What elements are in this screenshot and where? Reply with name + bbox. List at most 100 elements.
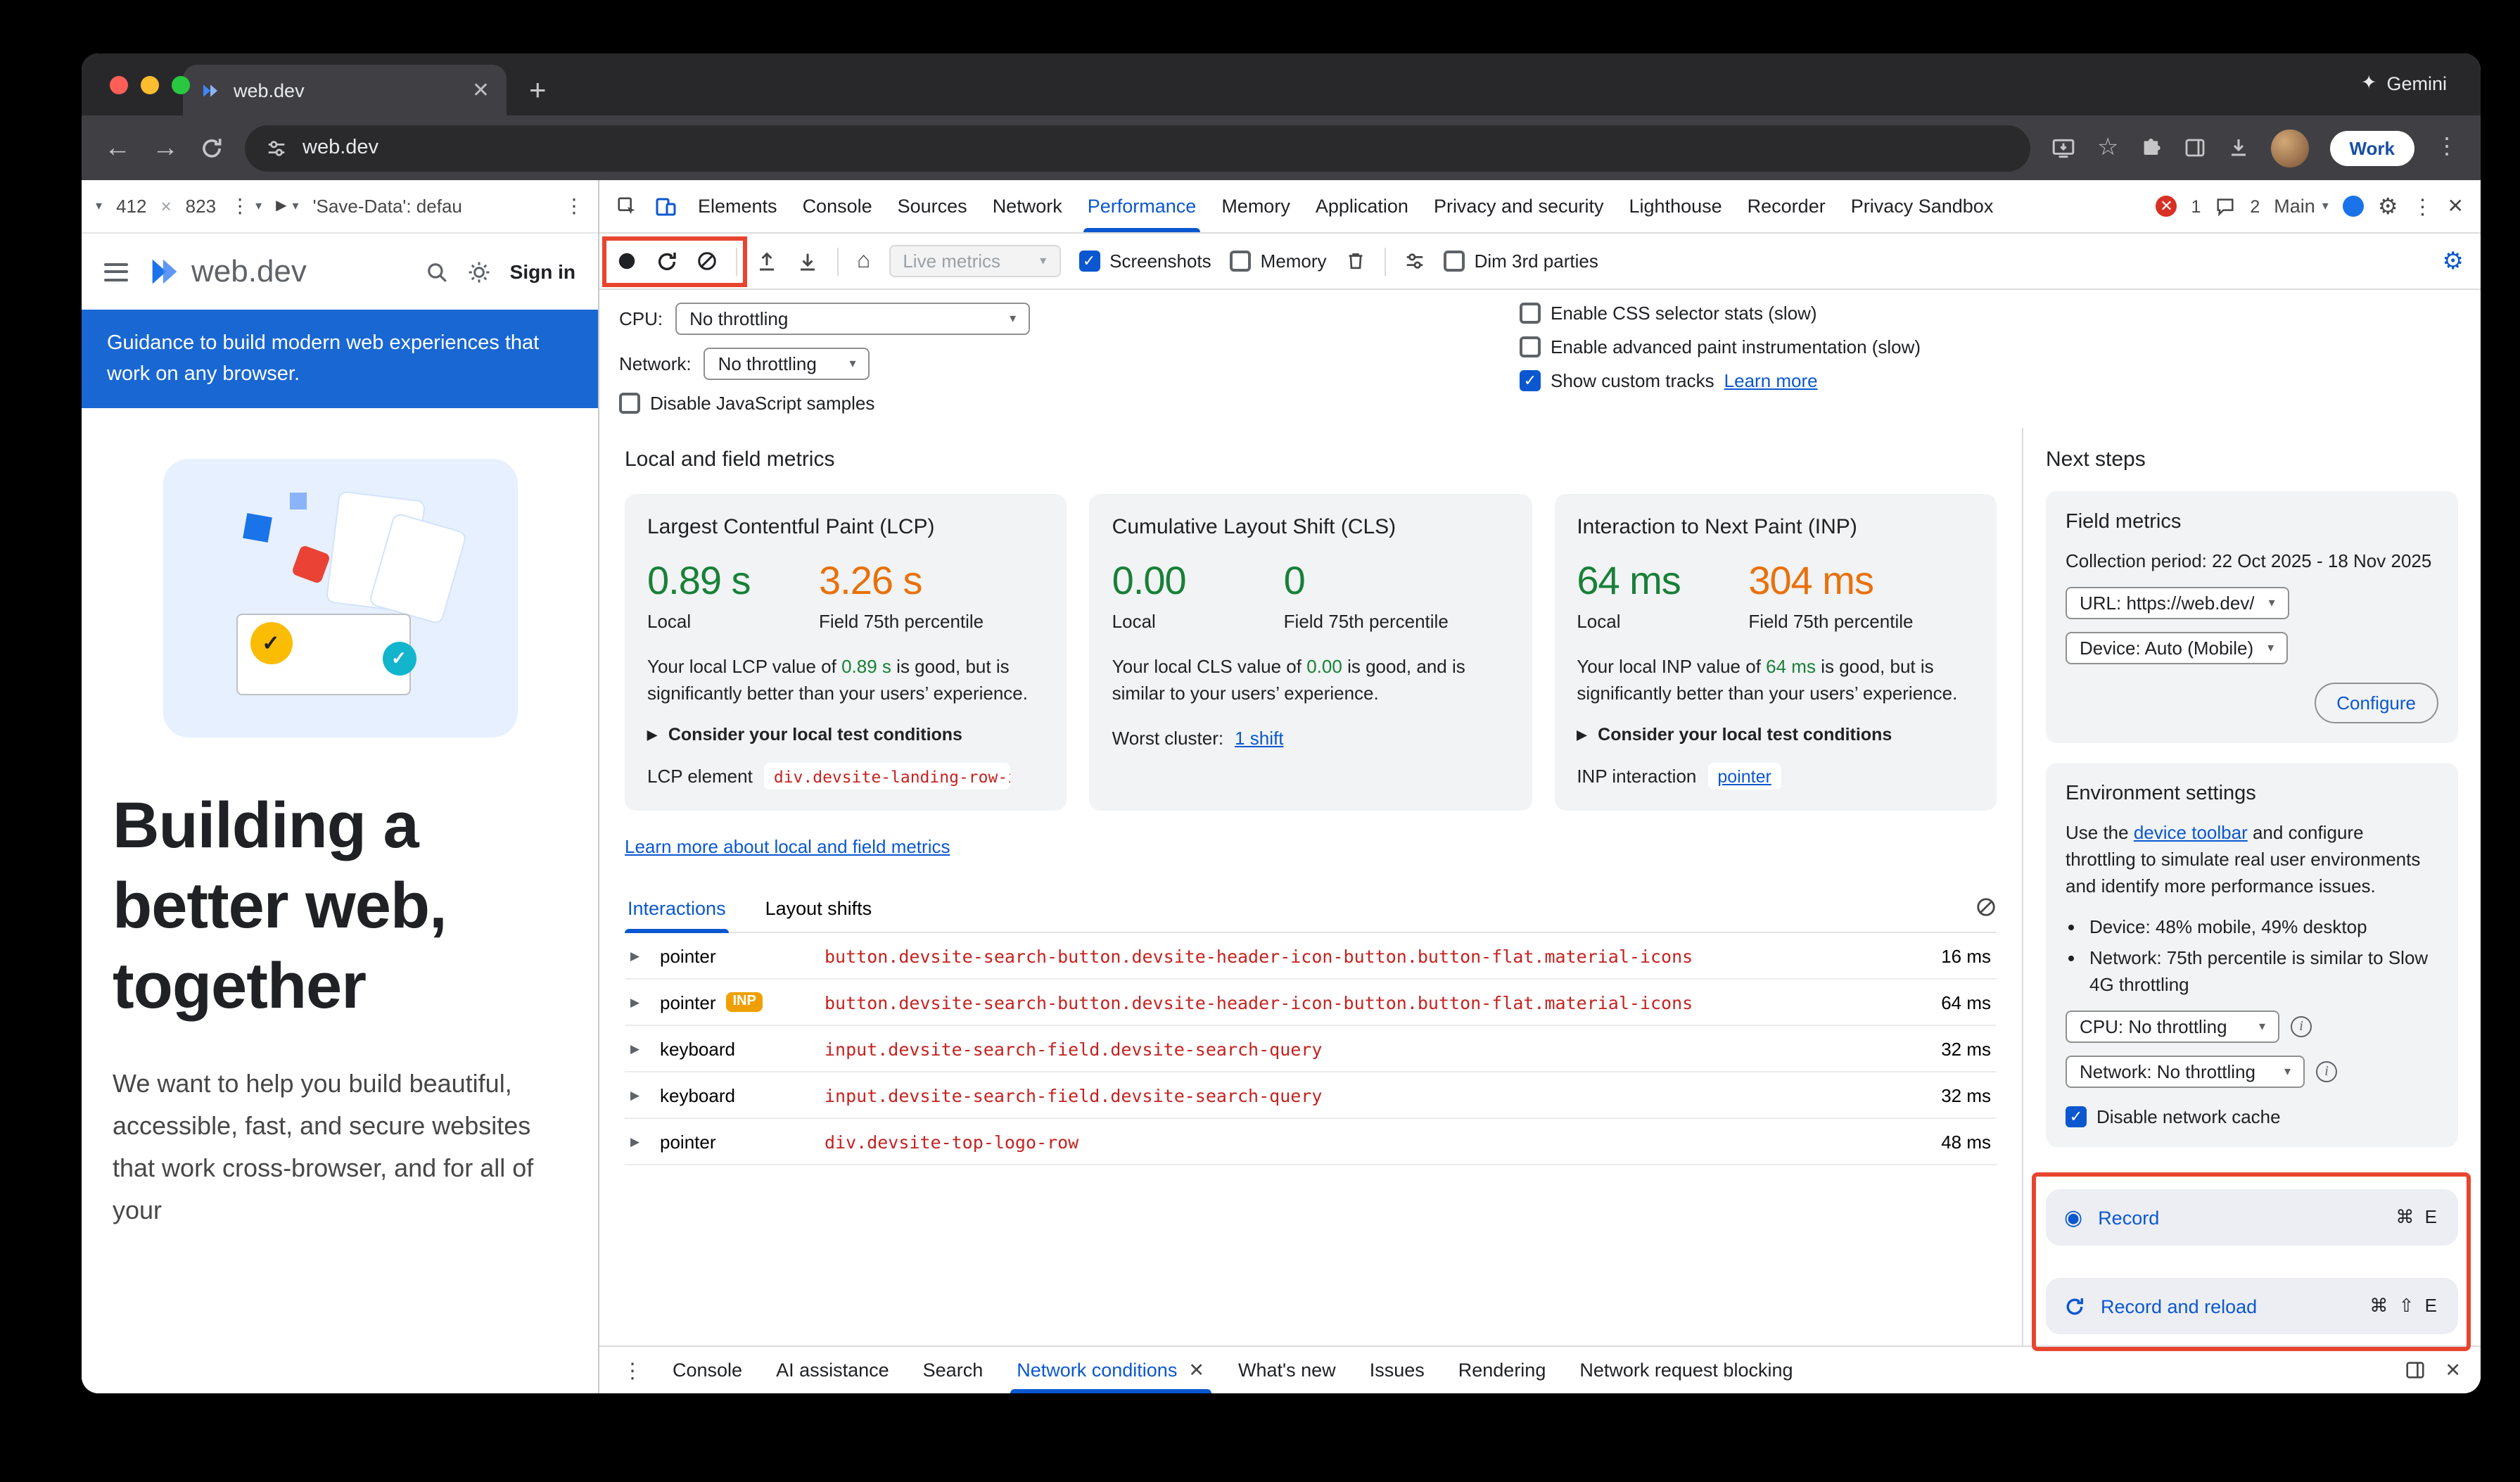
site-search-icon[interactable]	[426, 260, 450, 284]
profile-chip[interactable]: Work	[2329, 130, 2414, 165]
reload-icon[interactable]	[200, 136, 224, 160]
cpu-info-icon[interactable]: i	[2291, 1016, 2312, 1037]
sync-status-icon[interactable]	[2342, 196, 2364, 217]
device-toolbar-menu-icon[interactable]: ⋮	[564, 194, 584, 217]
devtools-tab-privacy[interactable]: Privacy and security	[1433, 196, 1604, 217]
devtools-tab-performance[interactable]: Performance	[1075, 180, 1209, 232]
issues-count[interactable]: 2	[2250, 196, 2260, 216]
interaction-target[interactable]: input.devsite-search-field.devsite-searc…	[825, 1038, 1323, 1059]
devtools-tab-network[interactable]: Network	[992, 196, 1062, 217]
device-toggle-icon[interactable]	[646, 195, 685, 217]
side-panel-icon[interactable]	[2183, 137, 2206, 159]
devtools-tab-memory[interactable]: Memory	[1221, 196, 1290, 217]
devtools-close-icon[interactable]: ✕	[2447, 194, 2464, 217]
row-expander-icon[interactable]: ▶	[630, 948, 640, 962]
browser-tab[interactable]: web.dev ✕	[183, 65, 507, 115]
memory-checkbox[interactable]: Memory	[1229, 251, 1327, 272]
upload-profile-icon[interactable]	[756, 250, 778, 272]
drawer-close-icon[interactable]: ✕	[2445, 1359, 2461, 1380]
devtools-menu-icon[interactable]: ⋮	[2412, 195, 2433, 219]
save-data-select[interactable]: 'Save-Data': defau	[312, 196, 462, 217]
worst-cluster-link[interactable]: 1 shift	[1235, 728, 1284, 749]
row-expander-icon[interactable]: ▶	[630, 1041, 640, 1055]
drawer-tab-network-conditions[interactable]: Network conditions ✕	[1001, 1347, 1220, 1393]
device-select-icon[interactable]: ▾	[96, 198, 103, 213]
drawer-tab-console[interactable]: Console	[673, 1360, 743, 1381]
toolbar-gear-icon[interactable]: ⚙	[2442, 247, 2464, 274]
row-expander-icon[interactable]: ▶	[630, 1134, 640, 1148]
drawer-tab-ai-assistance[interactable]: AI assistance	[776, 1360, 889, 1381]
throttle-select[interactable]: ▶ ▾	[276, 198, 299, 214]
forward-icon[interactable]: →	[152, 133, 179, 163]
issues-bubble-icon[interactable]	[2215, 196, 2236, 217]
sign-in-button[interactable]: Sign in	[509, 260, 575, 283]
live-metrics-select[interactable]: Live metrics ▾	[889, 245, 1061, 277]
interaction-target[interactable]: input.devsite-search-field.devsite-searc…	[825, 1084, 1323, 1106]
devtools-tab-application[interactable]: Application	[1315, 196, 1408, 217]
garbage-collect-icon[interactable]	[1345, 251, 1366, 272]
maximize-window-button[interactable]	[172, 76, 190, 94]
error-badge-icon[interactable]: ✕	[2156, 196, 2177, 217]
sidebar-network-select[interactable]: Network: No throttling ▾	[2066, 1056, 2305, 1088]
interaction-row[interactable]: ▶ keyboard input.devsite-search-field.de…	[625, 1072, 1997, 1119]
devtools-tab-lighthouse[interactable]: Lighthouse	[1629, 196, 1722, 217]
field-metrics-learn-more-link[interactable]: Learn more about local and field metrics	[625, 836, 950, 857]
device-height[interactable]: 823	[185, 196, 217, 217]
interaction-row[interactable]: ▶ pointer INP button.devsite-search-butto…	[625, 980, 1997, 1026]
close-window-button[interactable]	[110, 76, 128, 94]
install-icon[interactable]	[2052, 136, 2076, 160]
screenshots-checkbox[interactable]: ✓ Screenshots	[1078, 251, 1211, 272]
interaction-target[interactable]: div.devsite-top-logo-row	[825, 1131, 1079, 1152]
device-toolbar-link[interactable]: device toolbar	[2133, 822, 2248, 843]
live-metrics-home-icon[interactable]: ⌂	[857, 248, 871, 272]
interaction-row[interactable]: ▶ pointer div.devsite-top-logo-row 48 ms	[625, 1119, 1997, 1165]
site-logo[interactable]: web.dev	[146, 253, 307, 290]
minimize-window-button[interactable]	[141, 76, 159, 94]
capture-settings-icon[interactable]	[1404, 251, 1425, 272]
devtools-settings-icon[interactable]: ⚙	[2377, 195, 2398, 219]
drawer-tab-whats-new[interactable]: What's new	[1237, 1360, 1336, 1381]
dock-side-icon[interactable]	[2404, 1360, 2425, 1381]
disable-js-samples-checkbox[interactable]: Disable JavaScript samples	[619, 393, 1520, 414]
inspect-icon[interactable]	[608, 196, 646, 217]
theme-toggle-icon[interactable]	[468, 260, 492, 284]
interaction-row[interactable]: ▶ pointer button.devsite-search-button.d…	[625, 933, 1997, 980]
downloads-icon[interactable]	[2227, 137, 2249, 159]
download-profile-icon[interactable]	[796, 250, 819, 272]
avatar[interactable]	[2270, 129, 2309, 167]
tab-layout-shifts[interactable]: Layout shifts	[765, 898, 872, 919]
clear-log-icon[interactable]	[1975, 897, 1997, 923]
learn-more-link[interactable]: Learn more	[1724, 370, 1818, 391]
record-button[interactable]: ◉ Record ⌘ E	[2046, 1189, 2458, 1246]
back-icon[interactable]: ←	[104, 133, 131, 163]
device-select[interactable]: Device: Auto (Mobile) ▾	[2066, 632, 2289, 664]
drawer-tab-close-icon[interactable]: ✕	[1188, 1359, 1204, 1380]
paint-instrumentation-checkbox[interactable]: Enable advanced paint instrumentation (s…	[1520, 336, 1921, 357]
bookmark-star-icon[interactable]: ☆	[2096, 134, 2119, 160]
sidebar-cpu-select[interactable]: CPU: No throttling ▾	[2066, 1011, 2279, 1043]
new-tab-button[interactable]: +	[529, 75, 547, 107]
lcp-expand-row[interactable]: ▶ Consider your local test conditions	[647, 725, 962, 745]
network-info-icon[interactable]: i	[2316, 1061, 2337, 1082]
address-bar[interactable]: web.dev	[245, 125, 2031, 171]
gemini-badge[interactable]: ✦ Gemini	[2361, 72, 2447, 94]
context-selector[interactable]: Main ▾	[2274, 196, 2329, 217]
disable-network-cache-checkbox[interactable]: ✓ Disable network cache	[2066, 1106, 2438, 1127]
drawer-tab-network-request-blocking[interactable]: Network request blocking	[1579, 1360, 1793, 1381]
record-and-reload-button[interactable]: Record and reload ⌘ ⇧ E	[2046, 1278, 2458, 1334]
browser-menu-icon[interactable]: ⋮	[2436, 135, 2458, 159]
url-select[interactable]: URL: https://web.dev/▾	[2066, 587, 2289, 619]
devtools-tab-recorder[interactable]: Recorder	[1747, 196, 1826, 217]
dim-3rd-parties-checkbox[interactable]: Dim 3rd parties	[1443, 251, 1598, 272]
interaction-target[interactable]: button.devsite-search-button.devsite-hea…	[825, 992, 1693, 1013]
zoom-select[interactable]: ⋮ ▾	[230, 194, 262, 217]
promo-banner[interactable]: Guidance to build modern web experiences…	[82, 310, 598, 408]
error-count[interactable]: 1	[2191, 196, 2201, 216]
interaction-row[interactable]: ▶ keyboard input.devsite-search-field.de…	[625, 1026, 1997, 1072]
css-selector-stats-checkbox[interactable]: Enable CSS selector stats (slow)	[1520, 303, 1921, 324]
drawer-tab-search[interactable]: Search	[922, 1360, 984, 1381]
row-expander-icon[interactable]: ▶	[630, 994, 640, 1008]
record-icon[interactable]	[616, 251, 637, 272]
drawer-menu-icon[interactable]: ⋮	[622, 1359, 643, 1383]
site-info-icon[interactable]	[266, 137, 287, 158]
